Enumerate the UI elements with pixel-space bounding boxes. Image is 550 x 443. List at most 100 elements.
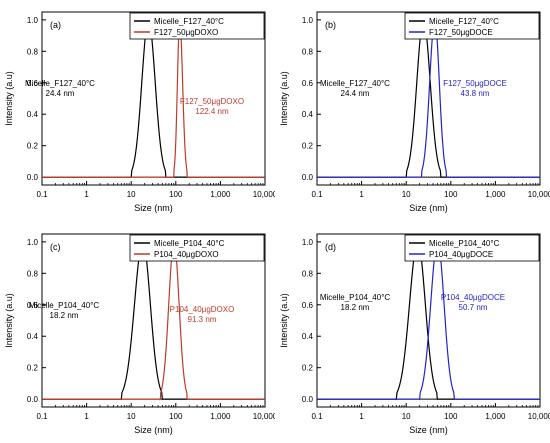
x-tick-label: 10: [402, 190, 411, 199]
x-tick-label: 0.1: [311, 412, 323, 421]
plot-frame: [41, 233, 266, 408]
y-tick-label: 0.8: [27, 269, 39, 278]
y-tick-label: 0.2: [27, 364, 39, 373]
y-tick-label: 1.0: [27, 238, 39, 247]
legend-label: F127_50μgDOXO: [154, 28, 218, 37]
x-tick-label: 10,000: [253, 190, 275, 199]
panel-c: 0.1 1 10 100 1,000 10,000 0.0 0.2 0.4 0.6 0.8 1.0 Si…: [0, 222, 275, 443]
plot-frame: [316, 11, 541, 186]
chart-svg: 0.1 1 10 100 1,000 10,000 0.0 0.2 0.4 0.6 0.8 1.0 Si…: [279, 11, 550, 213]
x-tick-label: 1,000: [210, 190, 231, 199]
annotation-text: 18.2 nm: [341, 303, 370, 312]
x-tick-label: 0.1: [311, 190, 323, 199]
annotation-text: Micelle_P104_40°C: [320, 293, 391, 302]
series-line: [42, 241, 266, 402]
y-tick-label: 0.4: [302, 332, 314, 341]
x-tick-label: 10,000: [528, 190, 550, 199]
legend-label: Micelle_F127_40°C: [429, 17, 499, 26]
y-tick-label: 0.4: [27, 110, 39, 119]
y-axis-label: Intensity (a.u): [279, 71, 289, 126]
y-tick-label: 1.0: [302, 16, 314, 25]
x-tick-label: 10: [127, 412, 136, 421]
annotation-text: 18.2 nm: [50, 311, 79, 320]
x-axis-label: Size (nm): [409, 203, 448, 213]
y-tick-label: 0.4: [27, 332, 39, 341]
x-tick-label: 10: [402, 412, 411, 421]
legend-box: [129, 234, 265, 262]
x-tick-label: 1,000: [485, 190, 506, 199]
y-tick-label: 0.8: [302, 269, 314, 278]
x-axis-label: Size (nm): [134, 425, 173, 435]
annotation-text: 91.3 nm: [188, 315, 217, 324]
annotation-text: 24.4 nm: [341, 89, 370, 98]
x-tick-label: 1: [84, 412, 89, 421]
x-tick-label: 100: [169, 190, 183, 199]
y-tick-label: 0.6: [27, 301, 39, 310]
y-tick-label: 0.0: [302, 395, 314, 404]
y-tick-label: 0.0: [27, 395, 39, 404]
legend-box: [404, 234, 540, 262]
x-tick-label: 10,000: [253, 412, 275, 421]
plot-frame: [41, 11, 266, 186]
legend-label: P104_40μgDOXO: [154, 250, 219, 259]
series-line: [317, 241, 541, 401]
panel-a: 0.1 1 10 100 1,000 10,000 0.0 0.2 0.4 0.6 0.8 1.0 Si…: [0, 0, 275, 221]
series-line: [42, 241, 266, 401]
y-tick-label: 0.6: [302, 301, 314, 310]
y-axis-label: Intensity (a.u): [4, 71, 14, 126]
y-tick-label: 0.0: [27, 173, 39, 182]
x-tick-label: 100: [169, 412, 183, 421]
annotation-text: 122.4 nm: [195, 107, 229, 116]
annotation-text: P104_40μgDOXO: [170, 305, 235, 314]
y-tick-label: 0.4: [302, 110, 314, 119]
panel-label: (b): [325, 20, 336, 30]
y-tick-label: 0.2: [302, 142, 314, 151]
legend-box: [404, 12, 540, 40]
x-tick-label: 1: [359, 412, 364, 421]
x-tick-label: 1: [84, 190, 89, 199]
annotation-text: Micelle_F127_40°C: [25, 79, 95, 88]
y-tick-label: 1.0: [27, 16, 39, 25]
y-axis-label: Intensity (a.u): [279, 293, 289, 348]
chart-svg: 0.1 1 10 100 1,000 10,000 0.0 0.2 0.4 0.6 0.8 1.0 Si…: [4, 11, 275, 213]
x-tick-label: 10: [127, 190, 136, 199]
y-tick-label: 0.2: [27, 142, 39, 151]
x-tick-label: 100: [444, 412, 458, 421]
x-axis-label: Size (nm): [409, 425, 448, 435]
annotation-text: F127_50μgDOCE: [443, 79, 507, 88]
annotation-text: F127_50μgDOXO: [180, 97, 244, 106]
y-tick-label: 0.6: [27, 79, 39, 88]
legend-label: Micelle_F127_40°C: [154, 17, 224, 26]
panel-label: (a): [50, 20, 61, 30]
y-tick-label: 0.6: [302, 79, 314, 88]
annotation-text: 24.4 nm: [46, 89, 75, 98]
plot-frame: [316, 233, 541, 408]
annotation-text: 50.7 nm: [459, 303, 488, 312]
annotation-text: Micelle_P104_40°C: [29, 301, 100, 310]
panel-label: (c): [50, 242, 61, 252]
legend-label: Micelle_P104_40°C: [154, 239, 225, 248]
y-axis-label: Intensity (a.u): [4, 293, 14, 348]
x-tick-label: 1,000: [210, 412, 231, 421]
series-line: [317, 18, 541, 178]
panel-b: 0.1 1 10 100 1,000 10,000 0.0 0.2 0.4 0.6 0.8 1.0 Si…: [275, 0, 550, 221]
y-tick-label: 0.2: [302, 364, 314, 373]
legend-label: F127_50μgDOCE: [429, 28, 493, 37]
chart-svg: 0.1 1 10 100 1,000 10,000 0.0 0.2 0.4 0.6 0.8 1.0 Si…: [4, 233, 275, 435]
series-line: [317, 241, 541, 401]
legend-label: P104_40μgDOCE: [429, 250, 493, 259]
x-tick-label: 100: [444, 190, 458, 199]
x-axis-label: Size (nm): [134, 203, 173, 213]
x-tick-label: 1,000: [485, 412, 506, 421]
annotation-text: P104_40μgDOCE: [441, 293, 505, 302]
x-tick-label: 0.1: [36, 190, 48, 199]
x-tick-label: 10,000: [528, 412, 550, 421]
annotation-text: 43.8 nm: [461, 89, 490, 98]
chart-svg: 0.1 1 10 100 1,000 10,000 0.0 0.2 0.4 0.6 0.8 1.0 Si…: [279, 233, 550, 435]
panel-d: 0.1 1 10 100 1,000 10,000 0.0 0.2 0.4 0.6 0.8 1.0 Si…: [275, 222, 550, 443]
annotation-text: Micelle_F127_40°C: [320, 79, 390, 88]
panel-label: (d): [325, 242, 336, 252]
legend-box: [129, 12, 265, 40]
x-tick-label: 0.1: [36, 412, 48, 421]
